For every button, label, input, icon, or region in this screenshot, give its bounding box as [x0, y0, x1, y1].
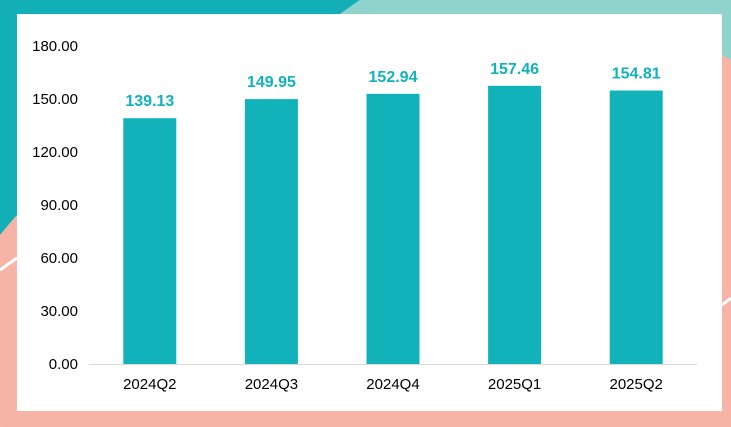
y-tick-label: 30.00 — [40, 303, 78, 320]
data-label: 149.95 — [247, 74, 296, 91]
y-tick-label: 150.00 — [32, 91, 78, 108]
data-label: 157.46 — [490, 61, 539, 78]
x-tick-label: 2025Q1 — [488, 376, 541, 393]
data-label: 152.94 — [369, 69, 418, 86]
y-tick-label: 180.00 — [32, 38, 78, 55]
x-tick-label: 2024Q4 — [366, 376, 419, 393]
bar — [123, 118, 177, 364]
x-tick-label: 2024Q3 — [245, 376, 298, 393]
teal-left-band — [0, 0, 17, 235]
data-label: 139.13 — [125, 93, 174, 110]
pink-left-band — [0, 215, 17, 427]
mint-top-band — [340, 0, 731, 60]
bar — [609, 90, 663, 365]
bar — [244, 99, 298, 365]
teal-top-band — [0, 0, 360, 14]
y-tick-label: 120.00 — [32, 144, 78, 161]
x-tick-label: 2025Q2 — [610, 376, 663, 393]
y-tick-label: 90.00 — [40, 197, 78, 214]
bar-chart: 0.00 30.00 60.00 90.00 120.00 150.00 180.00 13… — [32, 38, 697, 393]
x-axis-labels: 2024Q2 2024Q3 2024Q4 2025Q1 2025Q2 — [123, 376, 663, 393]
decor-stroke-left — [0, 256, 18, 272]
y-axis-labels: 0.00 30.00 60.00 90.00 120.00 150.00 180.00 — [32, 38, 78, 373]
y-tick-label: 0.00 — [49, 356, 78, 373]
x-tick-label: 2024Q2 — [123, 376, 176, 393]
bar — [488, 85, 542, 364]
y-tick-label: 60.00 — [40, 250, 78, 267]
bars — [123, 85, 663, 365]
decor-stroke-right — [721, 296, 731, 307]
bar — [366, 93, 420, 364]
data-labels: 139.13 149.95 152.94 157.46 154.81 — [125, 61, 660, 110]
data-label: 154.81 — [612, 66, 661, 83]
